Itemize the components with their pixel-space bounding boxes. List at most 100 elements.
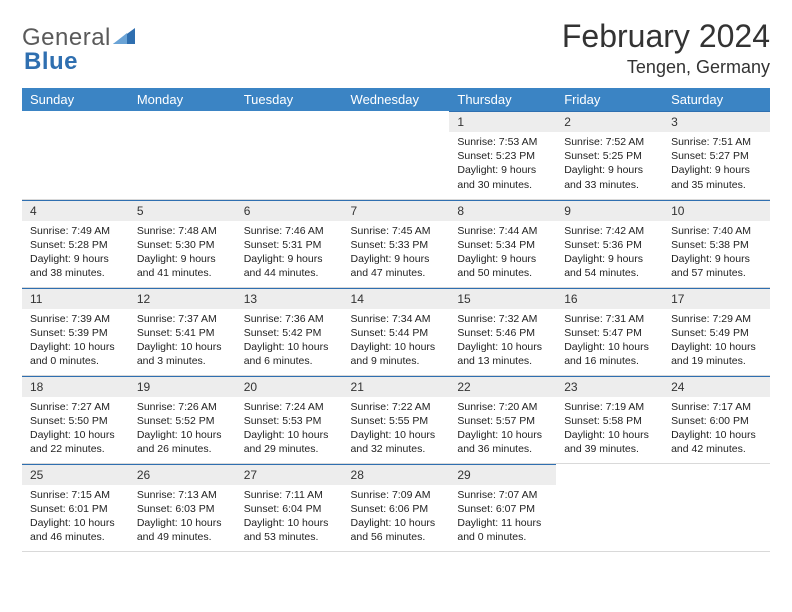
day-number: 23 bbox=[556, 376, 663, 397]
title-block: February 2024 Tengen, Germany bbox=[562, 18, 770, 78]
calendar-cell bbox=[343, 111, 450, 199]
weekday-header: Friday bbox=[556, 88, 663, 111]
day-body: Sunrise: 7:37 AMSunset: 5:41 PMDaylight:… bbox=[129, 309, 236, 375]
day-body: Sunrise: 7:40 AMSunset: 5:38 PMDaylight:… bbox=[663, 221, 770, 287]
day-number: 5 bbox=[129, 200, 236, 221]
calendar-cell: 13Sunrise: 7:36 AMSunset: 5:42 PMDayligh… bbox=[236, 287, 343, 375]
day-body: Sunrise: 7:42 AMSunset: 5:36 PMDaylight:… bbox=[556, 221, 663, 287]
calendar-cell: 22Sunrise: 7:20 AMSunset: 5:57 PMDayligh… bbox=[449, 375, 556, 463]
day-number: 7 bbox=[343, 200, 450, 221]
logo-line2: Blue bbox=[24, 48, 78, 76]
calendar-cell: 26Sunrise: 7:13 AMSunset: 6:03 PMDayligh… bbox=[129, 463, 236, 551]
calendar-cell bbox=[22, 111, 129, 199]
day-body: Sunrise: 7:36 AMSunset: 5:42 PMDaylight:… bbox=[236, 309, 343, 375]
day-number: 18 bbox=[22, 376, 129, 397]
calendar-week-row: 18Sunrise: 7:27 AMSunset: 5:50 PMDayligh… bbox=[22, 375, 770, 463]
calendar-cell: 9Sunrise: 7:42 AMSunset: 5:36 PMDaylight… bbox=[556, 199, 663, 287]
day-body: Sunrise: 7:32 AMSunset: 5:46 PMDaylight:… bbox=[449, 309, 556, 375]
day-number: 17 bbox=[663, 288, 770, 309]
day-number: 9 bbox=[556, 200, 663, 221]
day-number: 4 bbox=[22, 200, 129, 221]
calendar-cell: 19Sunrise: 7:26 AMSunset: 5:52 PMDayligh… bbox=[129, 375, 236, 463]
header: General February 2024 Tengen, Germany bbox=[22, 18, 770, 78]
month-title: February 2024 bbox=[562, 18, 770, 55]
calendar-cell bbox=[129, 111, 236, 199]
calendar-cell: 6Sunrise: 7:46 AMSunset: 5:31 PMDaylight… bbox=[236, 199, 343, 287]
day-body: Sunrise: 7:34 AMSunset: 5:44 PMDaylight:… bbox=[343, 309, 450, 375]
calendar-cell: 2Sunrise: 7:52 AMSunset: 5:25 PMDaylight… bbox=[556, 111, 663, 199]
day-body: Sunrise: 7:11 AMSunset: 6:04 PMDaylight:… bbox=[236, 485, 343, 551]
day-body: Sunrise: 7:31 AMSunset: 5:47 PMDaylight:… bbox=[556, 309, 663, 375]
calendar-cell: 12Sunrise: 7:37 AMSunset: 5:41 PMDayligh… bbox=[129, 287, 236, 375]
day-number: 1 bbox=[449, 111, 556, 132]
calendar-cell: 25Sunrise: 7:15 AMSunset: 6:01 PMDayligh… bbox=[22, 463, 129, 551]
day-number: 15 bbox=[449, 288, 556, 309]
calendar-body: 1Sunrise: 7:53 AMSunset: 5:23 PMDaylight… bbox=[22, 111, 770, 551]
weekday-header: Tuesday bbox=[236, 88, 343, 111]
weekday-header: Wednesday bbox=[343, 88, 450, 111]
day-number: 16 bbox=[556, 288, 663, 309]
day-number: 14 bbox=[343, 288, 450, 309]
calendar-cell: 23Sunrise: 7:19 AMSunset: 5:58 PMDayligh… bbox=[556, 375, 663, 463]
day-body: Sunrise: 7:29 AMSunset: 5:49 PMDaylight:… bbox=[663, 309, 770, 375]
day-body: Sunrise: 7:45 AMSunset: 5:33 PMDaylight:… bbox=[343, 221, 450, 287]
calendar-cell: 24Sunrise: 7:17 AMSunset: 6:00 PMDayligh… bbox=[663, 375, 770, 463]
day-number: 29 bbox=[449, 464, 556, 485]
day-body: Sunrise: 7:19 AMSunset: 5:58 PMDaylight:… bbox=[556, 397, 663, 463]
calendar-week-row: 11Sunrise: 7:39 AMSunset: 5:39 PMDayligh… bbox=[22, 287, 770, 375]
weekday-header: Thursday bbox=[449, 88, 556, 111]
logo-text-blue: Blue bbox=[24, 48, 78, 75]
day-number: 6 bbox=[236, 200, 343, 221]
calendar-week-row: 4Sunrise: 7:49 AMSunset: 5:28 PMDaylight… bbox=[22, 199, 770, 287]
calendar-cell: 5Sunrise: 7:48 AMSunset: 5:30 PMDaylight… bbox=[129, 199, 236, 287]
calendar-header-row: SundayMondayTuesdayWednesdayThursdayFrid… bbox=[22, 88, 770, 111]
day-body: Sunrise: 7:44 AMSunset: 5:34 PMDaylight:… bbox=[449, 221, 556, 287]
calendar-cell: 18Sunrise: 7:27 AMSunset: 5:50 PMDayligh… bbox=[22, 375, 129, 463]
day-body: Sunrise: 7:27 AMSunset: 5:50 PMDaylight:… bbox=[22, 397, 129, 463]
weekday-header: Monday bbox=[129, 88, 236, 111]
calendar-cell: 27Sunrise: 7:11 AMSunset: 6:04 PMDayligh… bbox=[236, 463, 343, 551]
logo-triangle-icon bbox=[113, 26, 135, 44]
calendar-cell: 11Sunrise: 7:39 AMSunset: 5:39 PMDayligh… bbox=[22, 287, 129, 375]
calendar-cell: 7Sunrise: 7:45 AMSunset: 5:33 PMDaylight… bbox=[343, 199, 450, 287]
day-number: 20 bbox=[236, 376, 343, 397]
day-body: Sunrise: 7:20 AMSunset: 5:57 PMDaylight:… bbox=[449, 397, 556, 463]
day-number: 11 bbox=[22, 288, 129, 309]
day-body: Sunrise: 7:53 AMSunset: 5:23 PMDaylight:… bbox=[449, 132, 556, 198]
day-number: 21 bbox=[343, 376, 450, 397]
day-body: Sunrise: 7:46 AMSunset: 5:31 PMDaylight:… bbox=[236, 221, 343, 287]
day-body: Sunrise: 7:48 AMSunset: 5:30 PMDaylight:… bbox=[129, 221, 236, 287]
day-number: 13 bbox=[236, 288, 343, 309]
day-body: Sunrise: 7:26 AMSunset: 5:52 PMDaylight:… bbox=[129, 397, 236, 463]
calendar-cell: 16Sunrise: 7:31 AMSunset: 5:47 PMDayligh… bbox=[556, 287, 663, 375]
calendar-cell: 21Sunrise: 7:22 AMSunset: 5:55 PMDayligh… bbox=[343, 375, 450, 463]
calendar-cell: 28Sunrise: 7:09 AMSunset: 6:06 PMDayligh… bbox=[343, 463, 450, 551]
calendar-week-row: 1Sunrise: 7:53 AMSunset: 5:23 PMDaylight… bbox=[22, 111, 770, 199]
day-number: 2 bbox=[556, 111, 663, 132]
calendar-cell: 20Sunrise: 7:24 AMSunset: 5:53 PMDayligh… bbox=[236, 375, 343, 463]
calendar-cell: 4Sunrise: 7:49 AMSunset: 5:28 PMDaylight… bbox=[22, 199, 129, 287]
day-number: 12 bbox=[129, 288, 236, 309]
calendar-cell bbox=[236, 111, 343, 199]
day-number: 25 bbox=[22, 464, 129, 485]
day-number: 10 bbox=[663, 200, 770, 221]
day-number: 28 bbox=[343, 464, 450, 485]
day-number: 27 bbox=[236, 464, 343, 485]
calendar-cell: 17Sunrise: 7:29 AMSunset: 5:49 PMDayligh… bbox=[663, 287, 770, 375]
calendar-cell: 29Sunrise: 7:07 AMSunset: 6:07 PMDayligh… bbox=[449, 463, 556, 551]
calendar-cell: 15Sunrise: 7:32 AMSunset: 5:46 PMDayligh… bbox=[449, 287, 556, 375]
day-body: Sunrise: 7:07 AMSunset: 6:07 PMDaylight:… bbox=[449, 485, 556, 551]
weekday-header: Sunday bbox=[22, 88, 129, 111]
day-number: 3 bbox=[663, 111, 770, 132]
calendar-cell: 14Sunrise: 7:34 AMSunset: 5:44 PMDayligh… bbox=[343, 287, 450, 375]
day-body: Sunrise: 7:15 AMSunset: 6:01 PMDaylight:… bbox=[22, 485, 129, 551]
calendar-cell: 8Sunrise: 7:44 AMSunset: 5:34 PMDaylight… bbox=[449, 199, 556, 287]
day-number: 8 bbox=[449, 200, 556, 221]
calendar-cell: 10Sunrise: 7:40 AMSunset: 5:38 PMDayligh… bbox=[663, 199, 770, 287]
calendar-cell: 1Sunrise: 7:53 AMSunset: 5:23 PMDaylight… bbox=[449, 111, 556, 199]
location: Tengen, Germany bbox=[562, 57, 770, 78]
day-body: Sunrise: 7:51 AMSunset: 5:27 PMDaylight:… bbox=[663, 132, 770, 198]
day-body: Sunrise: 7:17 AMSunset: 6:00 PMDaylight:… bbox=[663, 397, 770, 463]
day-body: Sunrise: 7:09 AMSunset: 6:06 PMDaylight:… bbox=[343, 485, 450, 551]
day-body: Sunrise: 7:49 AMSunset: 5:28 PMDaylight:… bbox=[22, 221, 129, 287]
